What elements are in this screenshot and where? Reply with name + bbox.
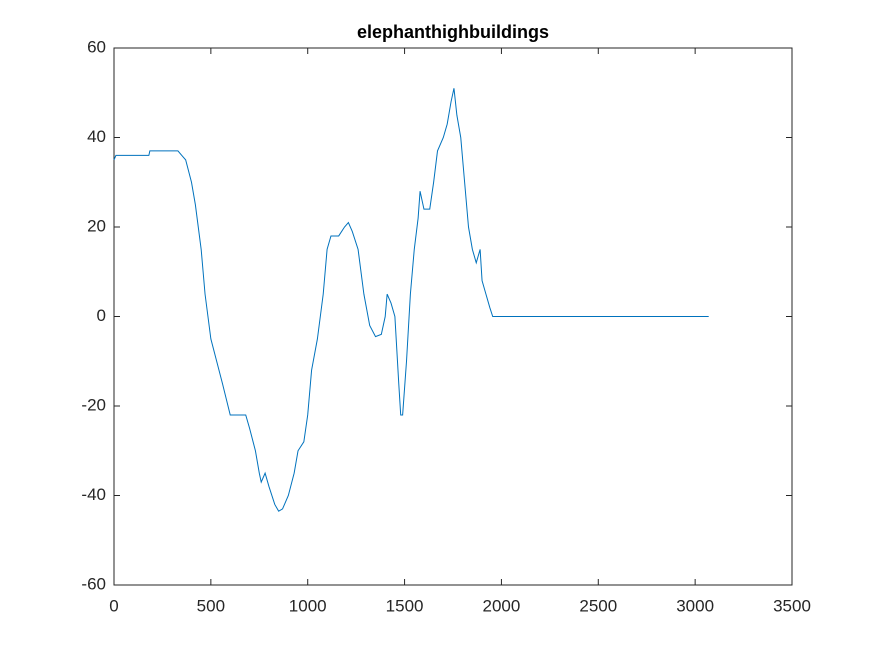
y-tick-label: 60 — [87, 37, 106, 56]
x-tick-label: 0 — [109, 596, 118, 615]
x-tick-label: 1000 — [289, 596, 327, 615]
y-tick-label: 40 — [87, 127, 106, 146]
y-tick-label: -40 — [81, 485, 106, 504]
x-tick-label: 2500 — [579, 596, 617, 615]
y-tick-label: -60 — [81, 574, 106, 593]
y-tick-label: -20 — [81, 395, 106, 414]
x-tick-label: 1500 — [386, 596, 424, 615]
data-line — [113, 88, 709, 512]
x-tick-label: 500 — [197, 596, 225, 615]
chart-title: elephanthighbuildings — [357, 22, 549, 42]
y-tick-label: 20 — [87, 216, 106, 235]
x-tick-label: 3000 — [676, 596, 714, 615]
y-tick-label: 0 — [97, 306, 106, 325]
x-tick-label: 3500 — [773, 596, 811, 615]
x-tick-label: 2000 — [483, 596, 521, 615]
